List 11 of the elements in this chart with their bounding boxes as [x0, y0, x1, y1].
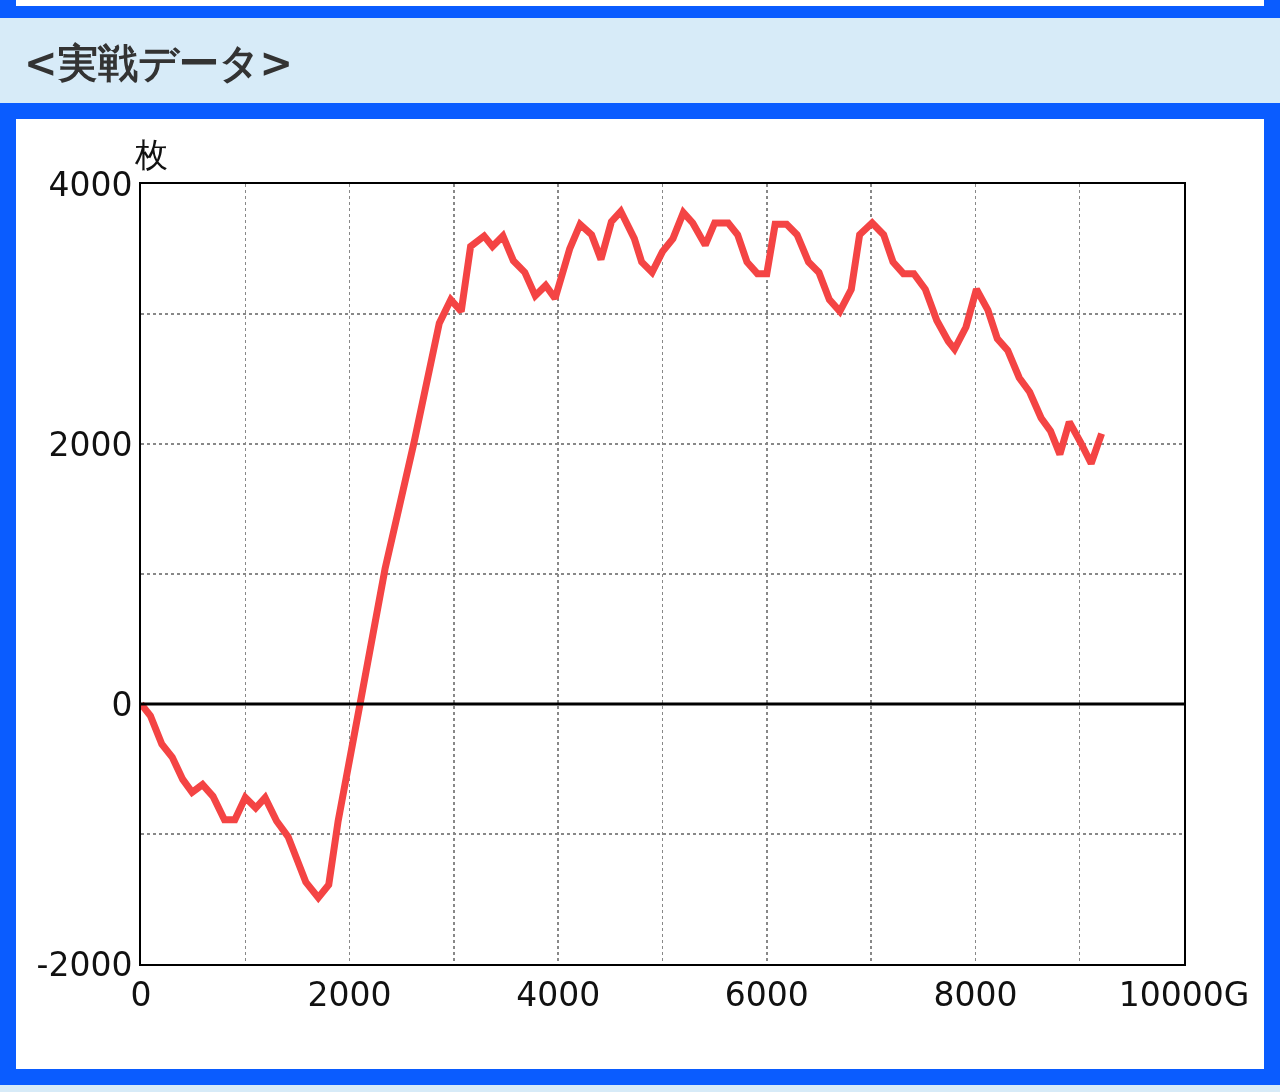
y-tick-label: 2000 [48, 424, 133, 464]
chart-title: <実戦データ> [24, 39, 294, 88]
x-tick-label: 4000 [516, 974, 601, 1014]
y-tick-label: 0 [111, 684, 133, 724]
x-tick-label: 10000G [1118, 974, 1250, 1014]
x-tick-label: 6000 [724, 974, 809, 1014]
x-tick-label: 2000 [307, 974, 392, 1014]
y-tick-label: 4000 [48, 164, 133, 204]
y-axis-title: 枚 [134, 135, 168, 174]
y-tick-label: -2000 [36, 944, 133, 984]
x-tick-label: 8000 [933, 974, 1018, 1014]
